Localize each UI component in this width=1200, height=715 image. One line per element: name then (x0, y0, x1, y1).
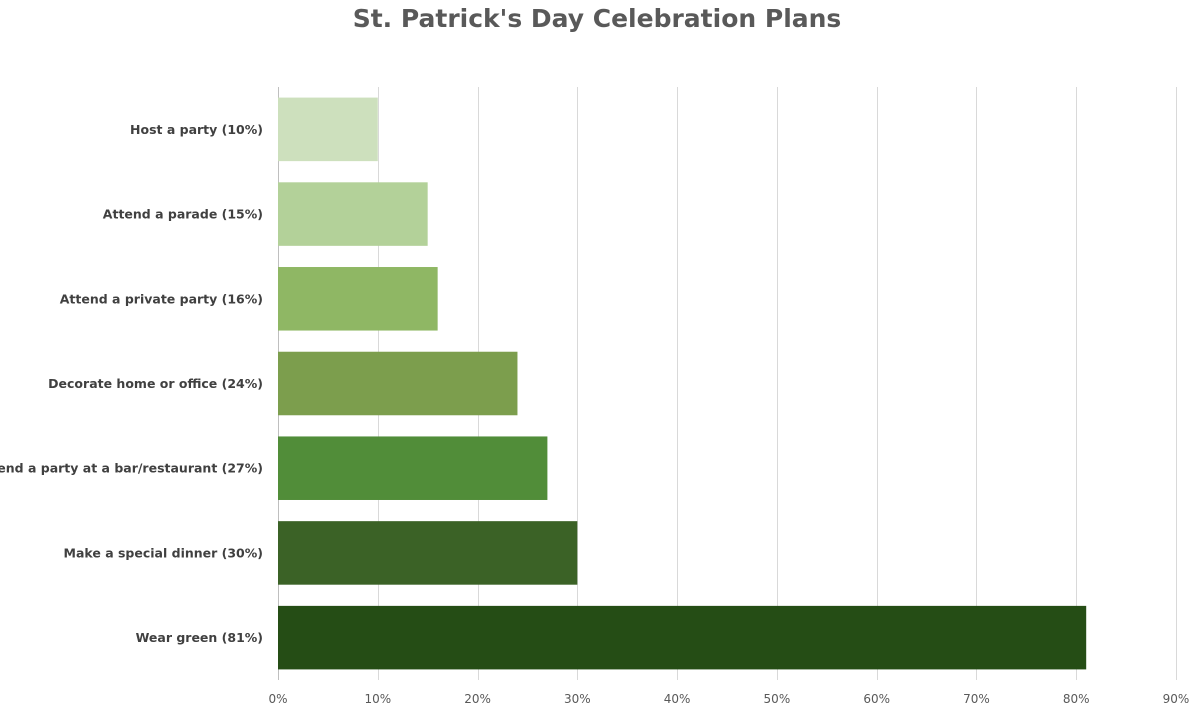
bar (278, 97, 378, 162)
category-label: Attend a parade (15%) (103, 207, 263, 222)
x-tick-label: 60% (863, 692, 890, 706)
category-label: Make a special dinner (30%) (64, 545, 263, 560)
bar (278, 267, 438, 331)
x-tick-label: 50% (764, 692, 791, 706)
category-label: Attend a private party (16%) (60, 291, 263, 306)
category-labels: Host a party (10%) Attend a parade (15%) A… (0, 122, 263, 645)
bar (278, 351, 518, 416)
bar (278, 182, 428, 246)
x-tick-label: 0% (268, 692, 287, 706)
category-label: Wear green (81%) (136, 630, 263, 645)
x-tick-label: 40% (664, 692, 691, 706)
bar (278, 436, 548, 500)
x-tick-label: 30% (564, 692, 591, 706)
bar (278, 605, 1087, 670)
x-tick-label: 10% (364, 692, 391, 706)
category-label: Attend a party at a bar/restaurant (27%) (0, 461, 263, 476)
x-tick-label: 20% (464, 692, 491, 706)
x-tick-label: 70% (963, 692, 990, 706)
x-tick-labels: 0% 10% 20% 30% 40% 50% 60% 70% 80% 90% (268, 692, 1189, 706)
bars (278, 97, 1087, 670)
x-tick-label: 80% (1063, 692, 1090, 706)
x-tick-label: 90% (1163, 692, 1190, 706)
chart-title: St. Patrick's Day Celebration Plans (352, 4, 842, 33)
category-label: Decorate home or office (24%) (48, 376, 263, 391)
category-label: Host a party (10%) (130, 122, 263, 137)
bar (278, 521, 578, 585)
